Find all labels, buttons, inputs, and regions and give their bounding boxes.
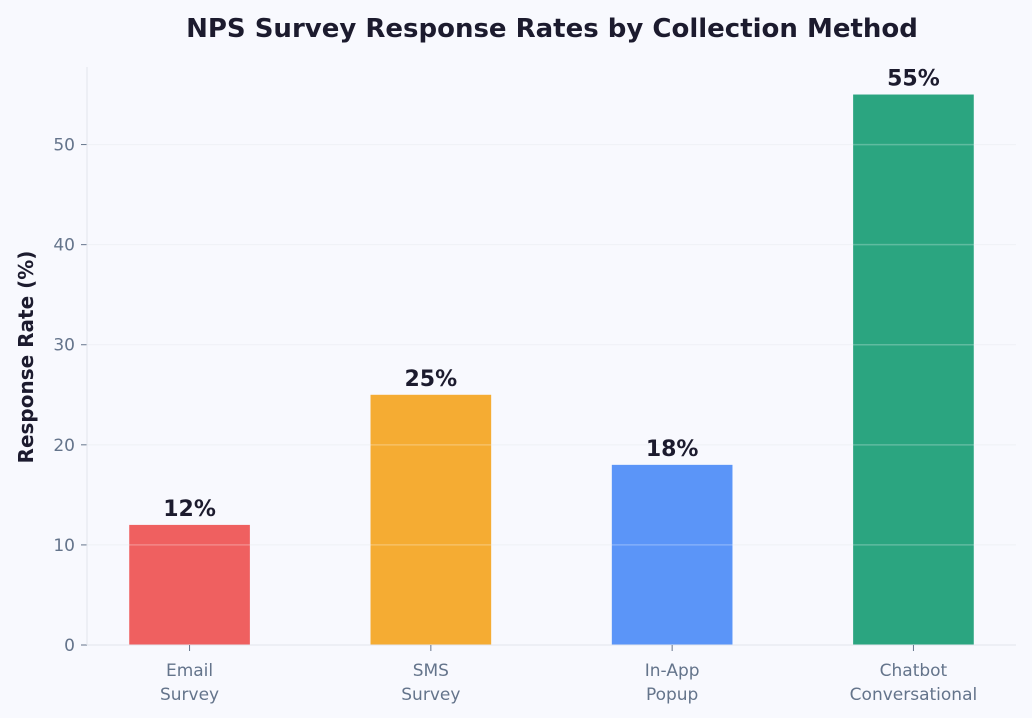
y-axis-label: Response Rate (%) xyxy=(14,251,38,464)
data-label: 12% xyxy=(163,497,216,522)
x-tick-label: SMS xyxy=(413,661,449,681)
data-label: 55% xyxy=(887,67,940,92)
gridlines-over xyxy=(87,143,1016,546)
bar xyxy=(129,524,250,645)
y-tick-label: 30 xyxy=(53,336,75,356)
axes: 0 10 20 30 40 50 Email Survey SMS Survey In-App Pop… xyxy=(53,67,1016,705)
chart-title: NPS Survey Response Rates by Collection … xyxy=(186,14,918,44)
x-tick-label: Email xyxy=(166,661,213,681)
x-tick-label: Survey xyxy=(401,685,460,705)
y-tick-label: 0 xyxy=(64,636,75,656)
x-tick-label: Survey xyxy=(160,685,219,705)
bar xyxy=(370,394,492,645)
y-tick-label: 50 xyxy=(53,136,75,156)
y-tick-label: 40 xyxy=(53,236,75,256)
data-labels: 12% 25% 18% 55% xyxy=(163,67,940,522)
x-tick-label: Conversational xyxy=(850,685,978,705)
data-label: 25% xyxy=(405,367,458,392)
y-tick-label: 20 xyxy=(53,436,75,456)
bar xyxy=(853,94,974,646)
x-tick-label: Chatbot xyxy=(880,661,948,681)
bars xyxy=(129,94,974,646)
x-tick-label: In-App xyxy=(645,661,700,681)
bar xyxy=(611,464,733,645)
y-tick-label: 10 xyxy=(53,536,75,556)
x-tick-label: Popup xyxy=(646,685,698,705)
data-label: 18% xyxy=(646,437,699,462)
